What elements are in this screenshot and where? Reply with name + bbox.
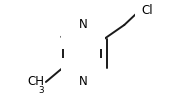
Text: 3: 3 [39, 86, 44, 95]
Text: N: N [79, 75, 88, 88]
Text: Cl: Cl [141, 4, 153, 17]
Text: N: N [79, 18, 88, 31]
Text: CH: CH [27, 75, 44, 88]
